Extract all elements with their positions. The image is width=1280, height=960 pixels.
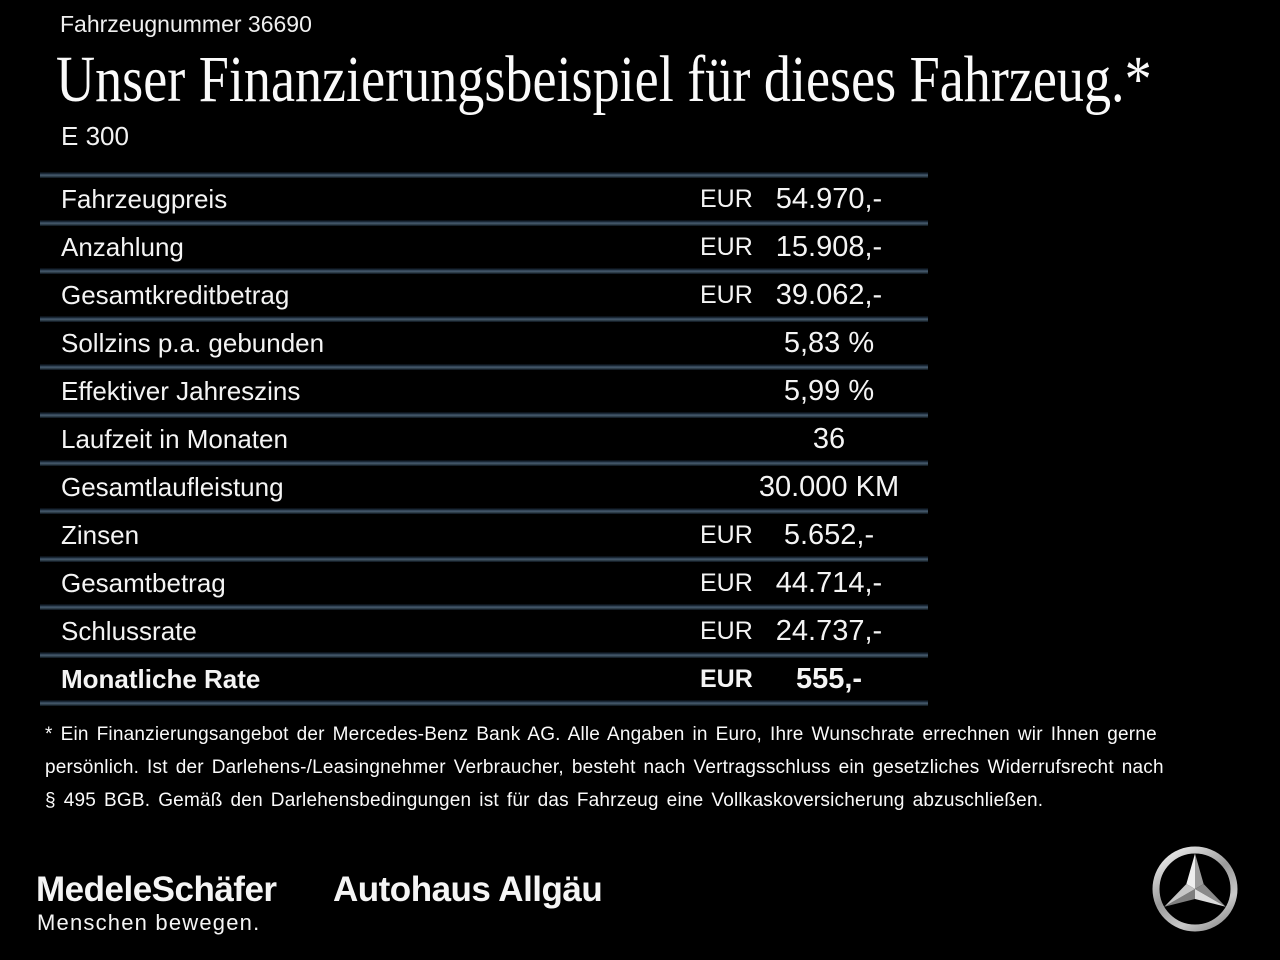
row-label: Fahrzeugpreis <box>61 183 228 214</box>
footnote: * Ein Finanzierungsangebot der Mercedes-… <box>45 718 1255 817</box>
row-label: Schlussrate <box>61 615 197 646</box>
row-value: 54.970,- <box>775 182 883 215</box>
row-separator <box>40 316 928 322</box>
row-currency: EUR <box>700 616 753 645</box>
row-value: 30.000 KM <box>758 470 900 503</box>
table-row-zinsen: Zinsen EUR 5.652,- <box>40 514 928 556</box>
row-currency: EUR <box>700 232 753 261</box>
row-separator <box>40 556 928 562</box>
table-row-anzahlung: Anzahlung EUR 15.908,- <box>40 226 928 268</box>
row-separator <box>40 700 928 706</box>
footnote-line: persönlich. Ist der Darlehens-/Leasingne… <box>45 757 1164 778</box>
financing-table: Fahrzeugpreis EUR 54.970,- Anzahlung EUR… <box>40 172 928 706</box>
row-currency: EUR <box>700 520 753 549</box>
row-separator <box>40 460 928 466</box>
row-separator <box>40 412 928 418</box>
row-value: 36 <box>812 422 846 455</box>
row-value: 5,99 % <box>783 374 875 407</box>
footnote-line: * Ein Finanzierungsangebot der Mercedes-… <box>45 724 1157 745</box>
dealer-logo-medele-schaefer: MedeleSchäfer <box>36 870 277 909</box>
row-value: 39.062,- <box>775 278 883 311</box>
row-label: Gesamtbetrag <box>61 567 226 598</box>
row-label: Monatliche Rate <box>61 663 261 694</box>
row-value: 555,- <box>795 662 863 695</box>
row-separator <box>40 268 928 274</box>
table-row-schlussrate: Schlussrate EUR 24.737,- <box>40 610 928 652</box>
row-value: 24.737,- <box>775 614 883 647</box>
table-row-effektiver-jahreszins: Effektiver Jahreszins 5,99 % <box>40 370 928 412</box>
row-value: 5.652,- <box>783 518 875 551</box>
row-label: Sollzins p.a. gebunden <box>61 327 325 358</box>
row-separator <box>40 172 928 178</box>
table-row-monatliche-rate: Monatliche Rate EUR 555,- <box>40 658 928 700</box>
row-currency: EUR <box>700 664 753 693</box>
row-currency: EUR <box>700 280 753 309</box>
dealer-slogan: Menschen bewegen. <box>37 910 261 935</box>
row-label: Laufzeit in Monaten <box>61 423 288 454</box>
table-row-gesamtbetrag: Gesamtbetrag EUR 44.714,- <box>40 562 928 604</box>
row-label: Anzahlung <box>61 231 184 262</box>
table-row-fahrzeugpreis: Fahrzeugpreis EUR 54.970,- <box>40 178 928 220</box>
row-separator <box>40 604 928 610</box>
table-row-gesamtlaufleistung: Gesamtlaufleistung 30.000 KM <box>40 466 928 508</box>
table-row-laufzeit: Laufzeit in Monaten 36 <box>40 418 928 460</box>
row-value: 15.908,- <box>775 230 883 263</box>
row-currency: EUR <box>700 568 753 597</box>
row-label: Effektiver Jahreszins <box>61 375 301 406</box>
row-label: Gesamtlaufleistung <box>61 471 284 502</box>
row-value: 44.714,- <box>775 566 883 599</box>
table-row-gesamtkreditbetrag: Gesamtkreditbetrag EUR 39.062,- <box>40 274 928 316</box>
table-row-sollzins: Sollzins p.a. gebunden 5,83 % <box>40 322 928 364</box>
vehicle-model: E 300 <box>61 121 129 151</box>
row-currency: EUR <box>700 184 753 213</box>
row-label: Gesamtkreditbetrag <box>61 279 290 310</box>
footnote-line: § 495 BGB. Gemäß den Darlehensbedingunge… <box>45 790 1044 811</box>
row-separator <box>40 364 928 370</box>
mercedes-star-icon <box>1152 846 1238 932</box>
row-value: 5,83 % <box>783 326 875 359</box>
dealer-logo-autohaus-allgaeu: Autohaus Allgäu <box>333 870 603 909</box>
row-separator <box>40 220 928 226</box>
vehicle-number: Fahrzeugnummer 36690 <box>60 11 312 37</box>
page-title: Unser Finanzierungsbeispiel für dieses F… <box>56 43 1152 116</box>
row-label: Zinsen <box>61 519 140 550</box>
row-separator <box>40 652 928 658</box>
row-separator <box>40 508 928 514</box>
